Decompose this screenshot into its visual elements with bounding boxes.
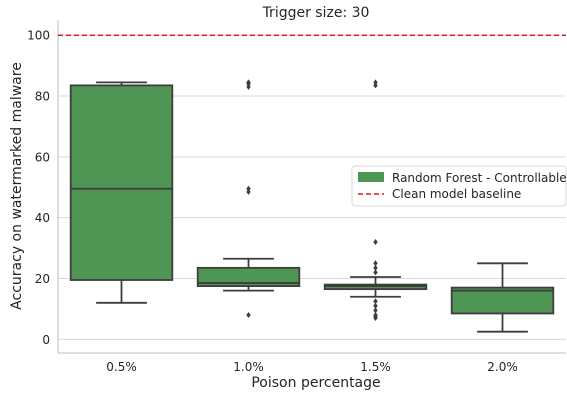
outlier-point	[373, 260, 378, 267]
outlier-point	[246, 83, 251, 90]
x-tick-label: 0.5%	[106, 360, 137, 374]
y-tick-label: 40	[35, 211, 50, 225]
y-tick-label: 80	[35, 90, 50, 104]
y-tick-labels: 0 20 40 60 80 100	[27, 29, 50, 347]
y-tick-label: 60	[35, 150, 50, 164]
box-1.0%	[196, 266, 301, 287]
y-tick-label: 20	[35, 272, 50, 286]
outlier-point	[246, 188, 251, 195]
outlier-point	[373, 269, 378, 276]
legend-label-series: Random Forest - Controllable	[392, 171, 567, 185]
box-0.5%	[69, 84, 174, 281]
outlier-point	[373, 264, 378, 271]
legend: Random Forest - Controllable Clean model…	[351, 165, 567, 207]
x-tick-label: 1.5%	[360, 360, 391, 374]
x-tick-label: 1.0%	[233, 360, 264, 374]
x-tick-label: 2.0%	[487, 360, 518, 374]
x-tick-labels: 0.5% 1.0% 1.5% 2.0%	[106, 360, 518, 374]
legend-frame	[351, 165, 567, 207]
y-tick-label: 0	[42, 333, 50, 347]
box-2.0%	[450, 286, 555, 315]
outlier-point	[373, 79, 378, 86]
outlier-point	[246, 79, 251, 86]
x-axis-label: Poison percentage	[251, 375, 380, 391]
legend-swatch-box	[358, 172, 384, 182]
outlier-point	[246, 185, 251, 192]
outlier-point	[373, 298, 378, 305]
plot-area	[58, 34, 566, 333]
outlier-point	[246, 311, 251, 318]
chart-title: Trigger size: 30	[262, 5, 370, 21]
outlier-point	[373, 302, 378, 309]
outlier-point	[373, 307, 378, 314]
outlier-point	[373, 239, 378, 245]
legend-label-baseline: Clean model baseline	[392, 187, 521, 201]
y-axis-label: Accuracy on watermarked malware	[9, 62, 25, 310]
y-tick-label: 100	[27, 29, 50, 43]
outlier-point	[373, 82, 378, 89]
outlier-point	[373, 311, 378, 318]
